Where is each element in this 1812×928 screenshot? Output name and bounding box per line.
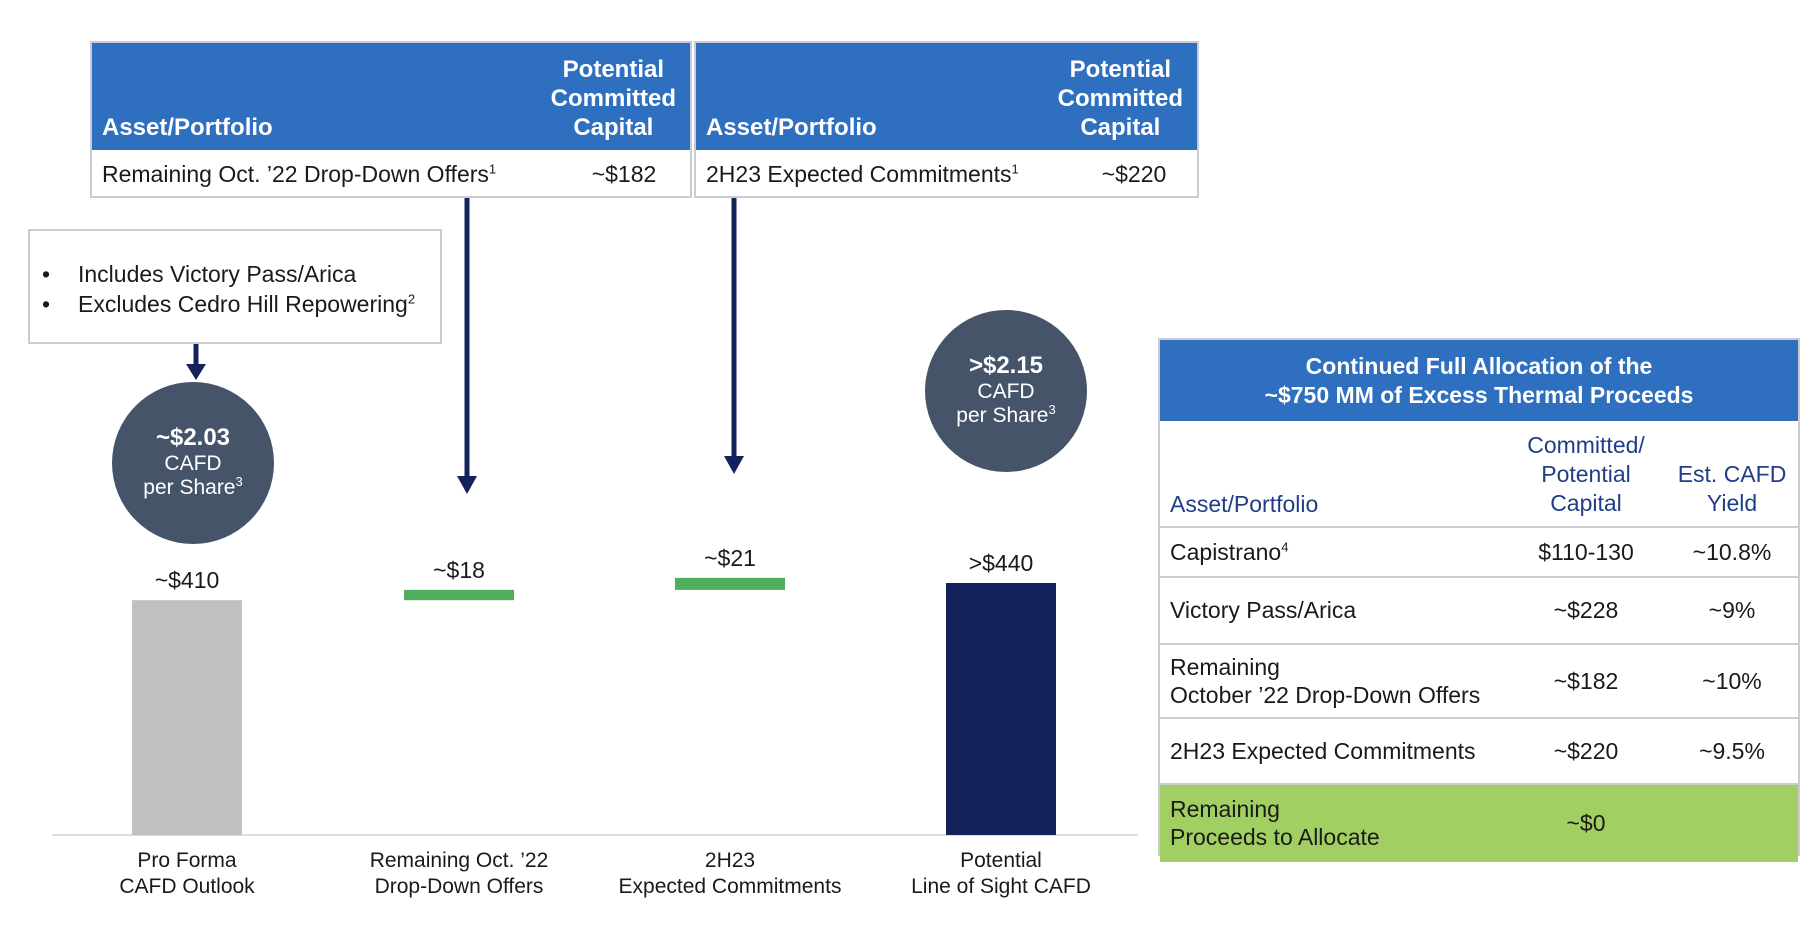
data-label: >$440: [968, 550, 1034, 576]
bar: [675, 577, 785, 590]
category-label: Remaining Oct. ’22 Drop-Down Offers: [369, 849, 549, 898]
row-asset: 2H23 Expected Commitments1: [706, 161, 1019, 187]
col-asset: Asset/Portfolio: [1170, 491, 1319, 517]
callout-item: • Includes Victory Pass/Arica: [42, 261, 357, 287]
top-table-2h23: Asset/Portfolio Potential Committed Capi…: [694, 41, 1199, 198]
bar: [404, 589, 514, 601]
allocation-table-title: Continued Full Allocation of the ~$750 M…: [1160, 340, 1798, 421]
col-yield: Est. CAFD Yield: [1677, 461, 1787, 516]
allocation-table: Continued Full Allocation of the ~$750 M…: [1158, 338, 1800, 862]
header-asset: Asset/Portfolio: [706, 114, 877, 141]
category-label: Potential Line of Sight CAFD: [911, 849, 1091, 898]
table-row: Remaining October ’22 Drop-Down Offers ~$…: [1160, 645, 1798, 719]
table-row-remaining: Remaining Proceeds to Allocate ~$0: [1160, 785, 1798, 862]
table-row: 2H23 Expected Commitments1 ~$220: [696, 150, 1197, 198]
cafd-per-share-bubble: >$2.15 CAFD per Share3: [925, 310, 1087, 472]
allocation-table-columns: Asset/Portfolio Committed/ Potential Cap…: [1160, 421, 1798, 528]
header-asset: Asset/Portfolio: [102, 114, 273, 141]
top-table-header: Asset/Portfolio Potential Committed Capi…: [92, 43, 690, 150]
arrow-head-icon: [186, 364, 206, 380]
data-label: ~$18: [433, 556, 485, 583]
data-label: ~$21: [704, 544, 756, 571]
category-label: Pro Forma CAFD Outlook: [119, 849, 255, 898]
assumptions-callout: • Includes Victory Pass/Arica • Excludes C…: [28, 229, 442, 344]
bar: [946, 583, 1056, 835]
table-row: Victory Pass/Arica ~$228 ~9%: [1160, 578, 1798, 645]
table-row: Remaining Oct. ’22 Drop-Down Offers1 ~$1…: [92, 150, 690, 198]
top-table-dropdown: Asset/Portfolio Potential Committed Capi…: [90, 41, 692, 198]
arrow-head-icon: [724, 456, 744, 474]
top-table-header: Asset/Portfolio Potential Committed Capi…: [696, 43, 1197, 150]
cafd-per-share-bubble: ~$2.03 CAFD per Share3: [112, 382, 274, 544]
header-capital: Potential Committed Capital: [1057, 56, 1183, 141]
row-value: ~$220: [1101, 161, 1167, 187]
row-value: ~$182: [591, 161, 657, 187]
table-row: Capistrano4 $110-130 ~10.8%: [1160, 528, 1798, 578]
table-row: 2H23 Expected Commitments ~$220 ~9.5%: [1160, 719, 1798, 785]
arrow-head-icon: [457, 476, 477, 494]
header-capital: Potential Committed Capital: [550, 56, 676, 141]
callout-item: • Excludes Cedro Hill Repowering2: [42, 291, 416, 317]
row-asset: Remaining Oct. ’22 Drop-Down Offers1: [102, 161, 497, 187]
bar: [132, 600, 242, 835]
category-label: 2H23 Expected Commitments: [618, 849, 842, 898]
data-label: ~$410: [154, 567, 220, 594]
col-capital: Committed/ Potential Capital: [1527, 432, 1645, 516]
